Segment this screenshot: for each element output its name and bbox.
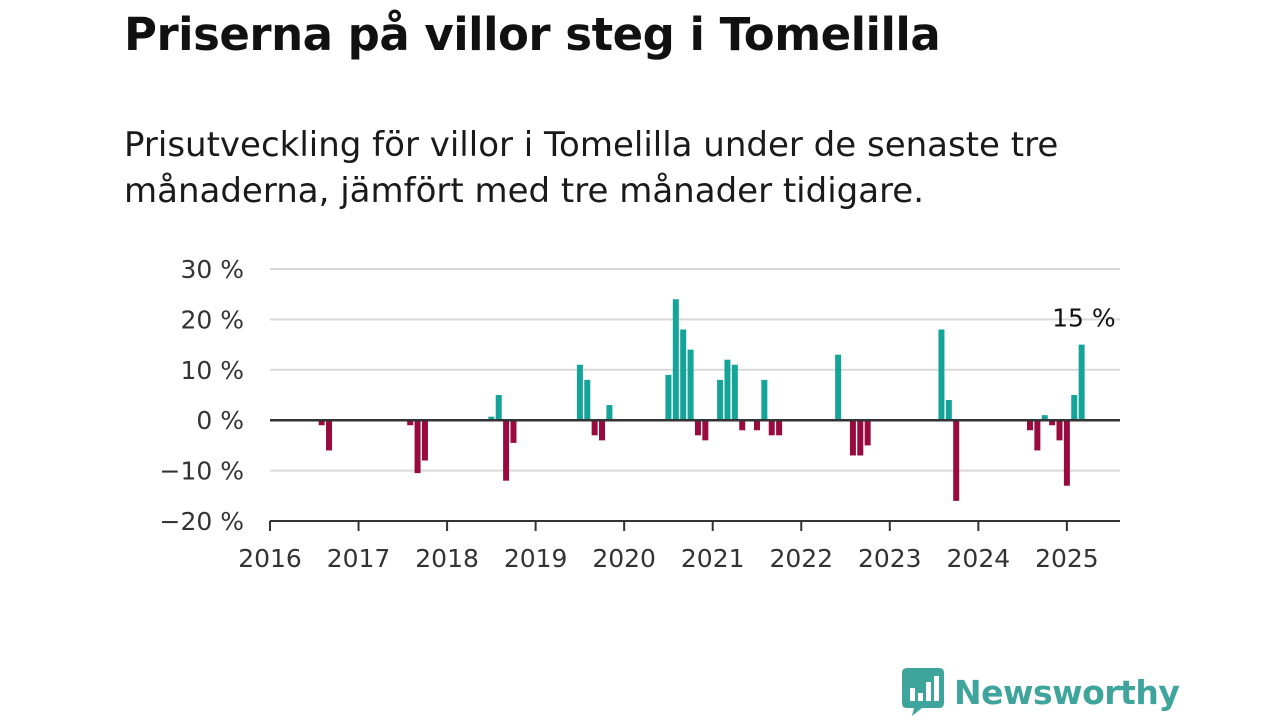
bar: [488, 416, 495, 421]
y-tick-label: −20 %: [160, 507, 244, 536]
bar: [761, 379, 768, 421]
x-tick-label: 2018: [415, 544, 479, 573]
x-tick-label: 2025: [1035, 544, 1099, 573]
bar: [414, 420, 421, 474]
x-tick-label: 2019: [504, 544, 568, 573]
bar: [1056, 420, 1063, 441]
bar: [326, 420, 333, 451]
bar: [584, 379, 591, 421]
bar: [731, 364, 738, 421]
x-tick-label: 2021: [681, 544, 745, 573]
bar: [318, 420, 325, 426]
bar: [1078, 344, 1085, 421]
x-tick-label: 2023: [858, 544, 922, 573]
bar: [1034, 420, 1041, 451]
x-tick-label: 2016: [238, 544, 302, 573]
bar: [1049, 420, 1056, 426]
bar: [1026, 420, 1033, 431]
newsworthy-logo: Newsworthy: [902, 668, 1180, 716]
data-label-last: 15 %: [1052, 304, 1116, 333]
y-tick-label: −10 %: [160, 457, 244, 486]
grid-lines: [270, 268, 1120, 472]
labels: 30 % 20 % 10 % 0 % −10 % −20 % 2016 2017 2018 201…: [160, 255, 1116, 573]
bar: [599, 420, 606, 441]
bar: [864, 420, 871, 446]
bar: [945, 400, 952, 421]
bar: [694, 420, 701, 436]
y-tick-label: 30 %: [180, 255, 244, 284]
bar: [407, 420, 414, 426]
bar: [672, 299, 679, 421]
x-tick-label: 2024: [947, 544, 1011, 573]
bar: [606, 405, 613, 421]
bar: [495, 395, 502, 421]
chart-title: Priserna på villor steg i Tomelilla: [124, 8, 941, 61]
bar: [1071, 395, 1078, 421]
bar: [503, 420, 510, 481]
bars: [318, 299, 1085, 501]
x-tick-label: 2022: [769, 544, 833, 573]
bar: [768, 420, 775, 436]
bar: [680, 329, 687, 421]
y-tick-label: 10 %: [180, 356, 244, 385]
bar: [702, 420, 709, 441]
y-tick-label: 20 %: [180, 305, 244, 334]
y-tick-label: 0 %: [196, 406, 244, 435]
bar: [665, 374, 672, 421]
bar: [776, 420, 783, 436]
x-tick-label: 2020: [592, 544, 656, 573]
bar: [849, 420, 856, 456]
bar: [857, 420, 864, 456]
bar: [724, 359, 731, 421]
bar: [753, 420, 760, 431]
bar: [510, 420, 517, 443]
newsworthy-logo-text: Newsworthy: [954, 672, 1180, 712]
bar: [591, 420, 598, 436]
bar: [953, 420, 960, 501]
axes: [269, 418, 1120, 531]
bar: [576, 364, 583, 421]
bar-chart: 30 % 20 % 10 % 0 % −10 % −20 % 2016 2017 2018 201…: [160, 255, 1120, 573]
bar: [687, 349, 694, 421]
bar: [717, 379, 724, 421]
newsworthy-logo-icon: [902, 668, 944, 716]
bar: [1041, 415, 1048, 421]
bar: [739, 420, 746, 431]
x-tick-label: 2017: [327, 544, 391, 573]
bar: [938, 329, 945, 421]
bar: [421, 420, 428, 461]
bar: [835, 354, 842, 421]
chart-subtitle: Prisutveckling för villor i Tomelilla un…: [124, 125, 1059, 211]
bar: [1063, 420, 1070, 486]
